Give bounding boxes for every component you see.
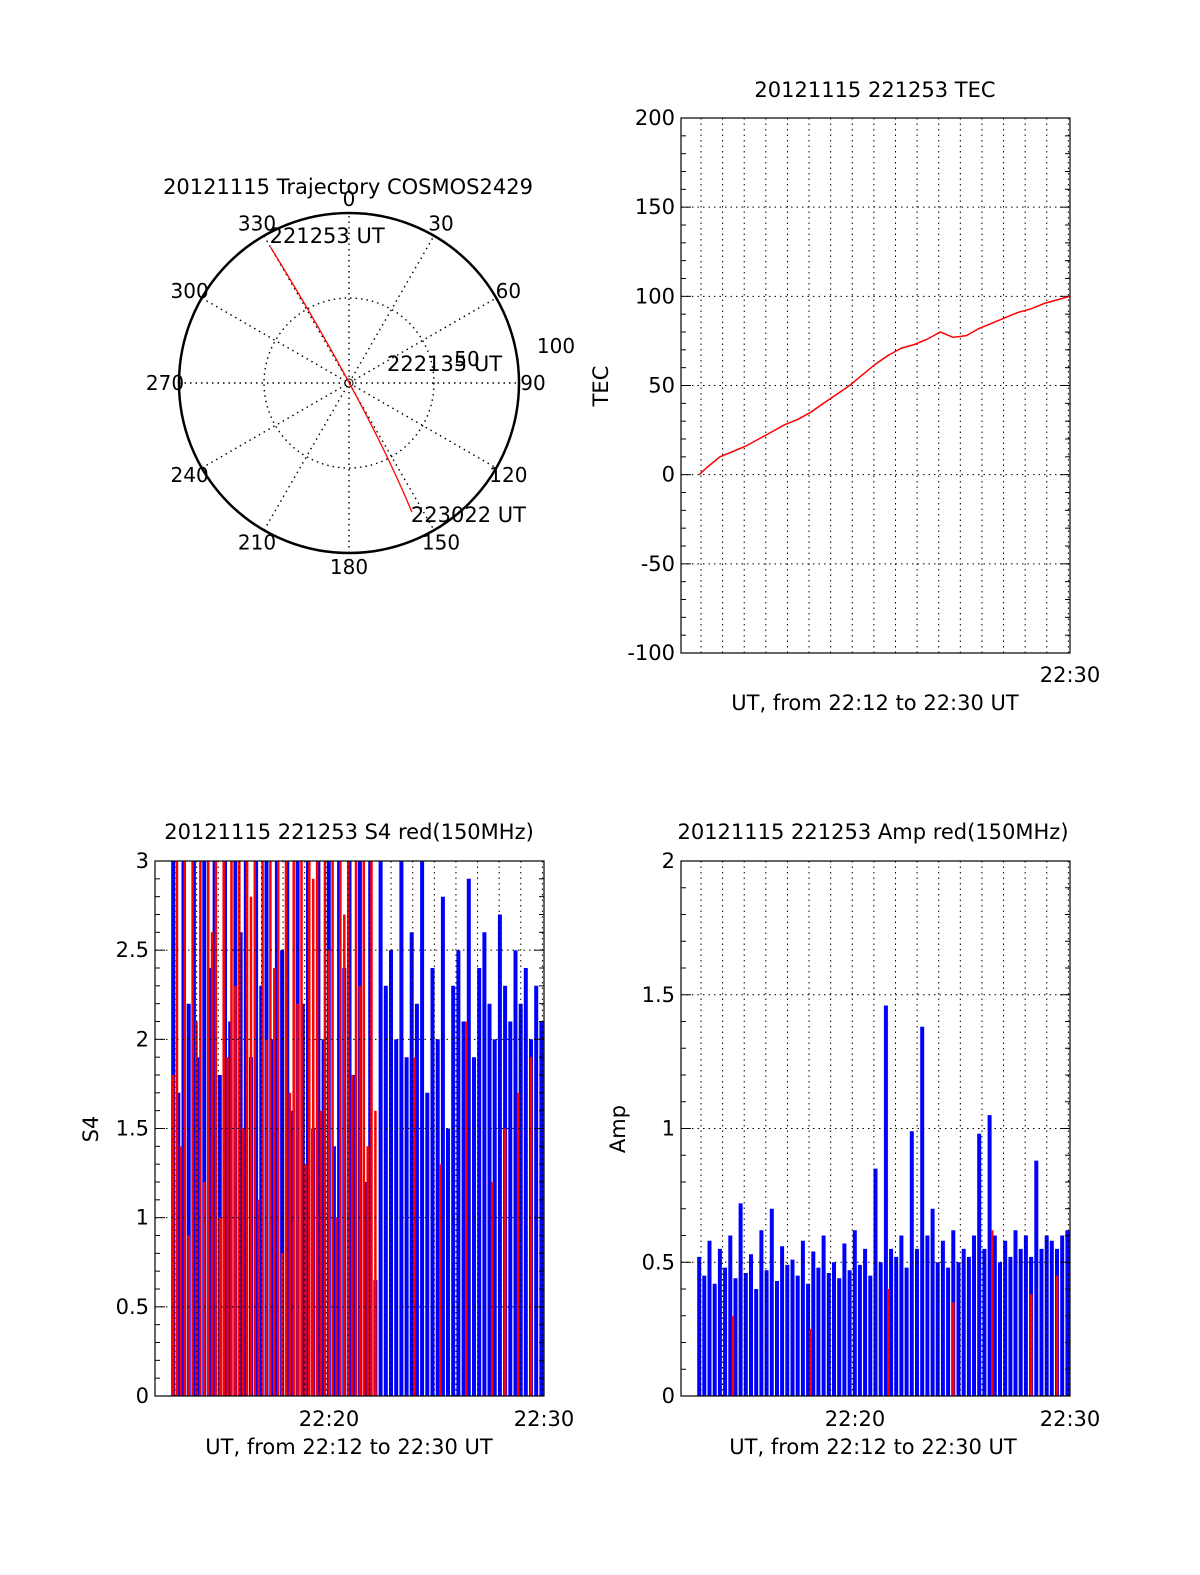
s4-y-tick-label: 0 (136, 1384, 149, 1408)
elevation-ring-label-50: 50 (454, 347, 479, 371)
satellite-track (270, 246, 413, 513)
track-mid-label: 222135 UT (387, 352, 502, 376)
tec-y-tick-label: 50 (648, 374, 675, 398)
tec-grid (681, 117, 1070, 654)
tec-y-axis-label: TEC (589, 366, 613, 408)
amp-x-tick-label-2220: 22:20 (825, 1407, 886, 1431)
polar-outer-circle (177, 211, 521, 555)
amp-bars (697, 1005, 1070, 1396)
amp-grid (681, 860, 1070, 1397)
amp-plot-frame (680, 860, 1071, 1397)
amp-y-tick-label: 1 (662, 1117, 675, 1141)
tec-y-tick-label: -50 (641, 552, 675, 576)
amp-chart: 20121115 221253 Amp red(150MHz) 2 1.5 1 0.5… (606, 820, 1100, 1459)
s4-y-tick-label: 0.5 (116, 1295, 149, 1319)
polar-grid (179, 213, 519, 553)
elevation-ring-label-100: 100 (537, 334, 575, 358)
amp-y-tick-label: 2 (662, 849, 675, 873)
amp-y-tick-label: 0.5 (642, 1250, 675, 1274)
amp-x-tick-label-2230: 22:30 (1040, 1407, 1101, 1431)
amp-title: 20121115 221253 Amp red(150MHz) (677, 820, 1068, 844)
s4-x-axis-label: UT, from 22:12 to 22:30 UT (205, 1435, 493, 1459)
tec-series-line (698, 295, 1071, 476)
azimuth-label: 30 (428, 212, 453, 236)
s4-x-tick-label-2220: 22:20 (299, 1407, 360, 1431)
s4-y-tick-label: 1.5 (116, 1117, 149, 1141)
s4-y-tick-label: 1 (136, 1206, 149, 1230)
amp-y-tick-label: 1.5 (642, 983, 675, 1007)
azimuth-label: 90 (520, 371, 545, 395)
s4-title: 20121115 221253 S4 red(150MHz) (164, 820, 534, 844)
s4-chart: 20121115 221253 S4 red(150MHz) 3 2.5 2 1.5 1… (79, 820, 574, 1459)
tec-y-tick-label: -100 (627, 641, 675, 665)
s4-y-tick-label: 2.5 (116, 938, 149, 962)
track-end-label: 223022 UT (411, 503, 526, 527)
track-start-label: 221253 UT (270, 224, 385, 248)
tec-plot-frame (680, 117, 1071, 654)
azimuth-labels: 0 30 60 90 120 150 180 210 240 270 300 330 (146, 187, 546, 579)
tec-y-tick-labels: 200 150 100 50 0 -50 -100 (627, 106, 675, 665)
s4-y-tick-label: 3 (136, 849, 149, 873)
azimuth-label: 240 (171, 463, 209, 487)
azimuth-label: 60 (496, 279, 521, 303)
s4-x-tick-label-2230: 22:30 (514, 1407, 575, 1431)
tec-y-tick-label: 0 (662, 463, 675, 487)
s4-plot-frame (154, 860, 545, 1397)
tec-title: 20121115 221253 TEC (754, 78, 995, 102)
amp-x-axis-label: UT, from 22:12 to 22:30 UT (729, 1435, 1017, 1459)
polar-trajectory-chart: 20121115 Trajectory COSMOS2429 0 30 60 90 12… (146, 175, 575, 579)
azimuth-label: 150 (422, 530, 460, 554)
tec-x-tick-label: 22:30 (1040, 663, 1101, 687)
polar-title: 20121115 Trajectory COSMOS2429 (163, 175, 533, 199)
azimuth-label: 0 (343, 187, 356, 211)
s4-y-tick-label: 2 (136, 1027, 149, 1051)
azimuth-label: 330 (238, 212, 276, 236)
tec-chart: 20121115 221253 TEC 200150100500-50-100 … (589, 78, 1100, 715)
s4-y-tick-labels: 3 2.5 2 1.5 1 0.5 0 (116, 849, 149, 1408)
amp-y-tick-labels: 2 1.5 1 0.5 0 (642, 849, 675, 1408)
s4-grid (155, 860, 544, 1397)
s4-y-axis-label: S4 (79, 1116, 103, 1143)
azimuth-label: 180 (330, 555, 368, 579)
polar-inner-ring (263, 297, 435, 469)
azimuth-label: 300 (171, 279, 209, 303)
azimuth-label: 270 (146, 371, 184, 395)
tec-y-tick-label: 100 (635, 284, 675, 308)
tec-y-tick-label: 150 (635, 195, 675, 219)
tec-y-tick-label: 200 (635, 106, 675, 130)
azimuth-label: 210 (238, 530, 276, 554)
amp-y-axis-label: Amp (606, 1105, 630, 1153)
tec-x-axis-label: UT, from 22:12 to 22:30 UT (731, 691, 1019, 715)
amp-y-tick-label: 0 (662, 1384, 675, 1408)
azimuth-label: 120 (489, 463, 527, 487)
